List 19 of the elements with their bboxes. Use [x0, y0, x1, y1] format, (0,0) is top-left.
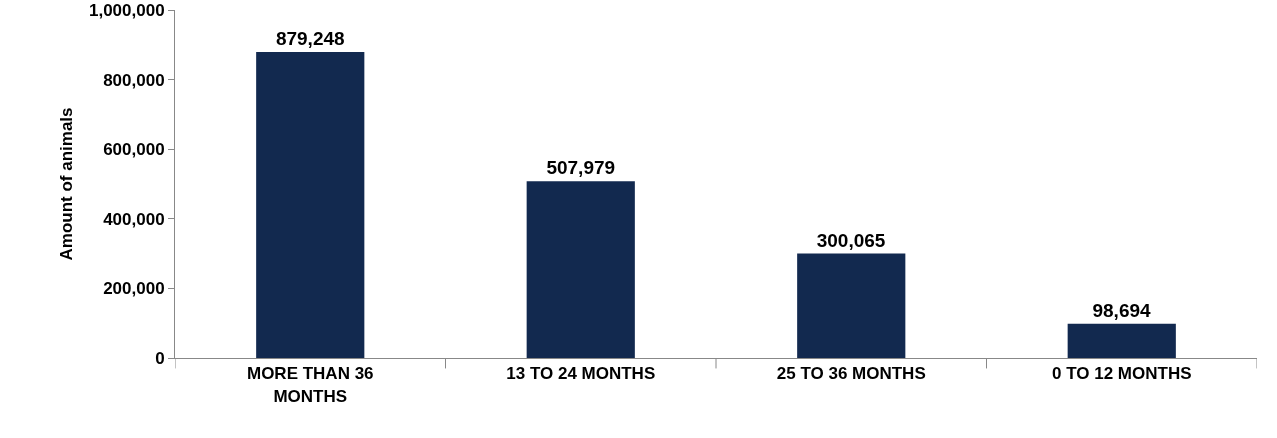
- y-tick-label: 0: [155, 348, 165, 368]
- data-label: 300,065: [816, 229, 886, 251]
- x-tick-label: 13 TO 24 MONTHS: [506, 364, 656, 384]
- bar: [797, 253, 906, 358]
- x-tick-label: MORE THAN 36 MONTHS: [246, 364, 374, 406]
- bar: [526, 181, 635, 358]
- y-axis-title: Amount of animals: [56, 107, 76, 261]
- bar: [1067, 323, 1176, 358]
- bar: [256, 52, 365, 358]
- y-tick-label: 600,000: [103, 140, 165, 160]
- y-tick-label: 200,000: [103, 279, 165, 299]
- data-label: 507,979: [546, 157, 616, 179]
- y-tick-label: 1,000,000: [88, 0, 165, 20]
- y-tick-label: 400,000: [103, 209, 165, 229]
- y-tick-label: 800,000: [103, 70, 165, 90]
- x-tick-label: 25 TO 36 MONTHS: [776, 364, 926, 384]
- data-label: 98,694: [1092, 299, 1152, 321]
- x-tick-label: 0 TO 12 MONTHS: [1052, 364, 1192, 384]
- data-label: 879,248: [275, 28, 345, 50]
